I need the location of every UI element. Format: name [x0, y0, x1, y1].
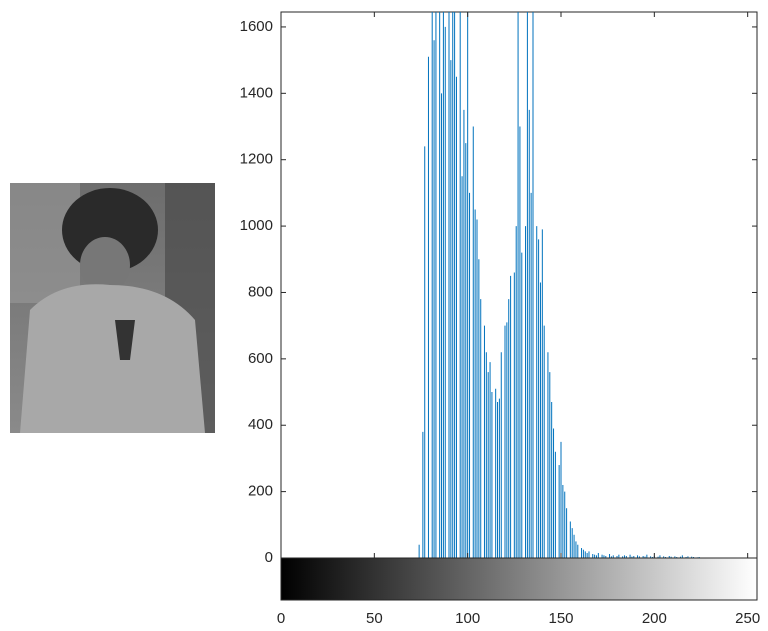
- y-tick-label: 600: [248, 350, 273, 367]
- x-tick-label: 50: [366, 610, 383, 627]
- y-tick-label: 1000: [240, 217, 273, 234]
- colorbar: [280, 557, 758, 601]
- x-tick-label: 250: [735, 610, 760, 627]
- x-tick-label: 150: [548, 610, 573, 627]
- plot-area: [280, 11, 758, 559]
- y-tick-label: 0: [265, 549, 273, 566]
- photo: [10, 183, 215, 433]
- x-tick-label: 200: [642, 610, 667, 627]
- x-tick-label: 100: [455, 610, 480, 627]
- y-tick-label: 200: [248, 483, 273, 500]
- y-tick-label: 1600: [240, 18, 273, 35]
- y-tick-label: 1200: [240, 151, 273, 168]
- y-tick-label: 400: [248, 416, 273, 433]
- y-tick-label: 800: [248, 283, 273, 300]
- y-tick-label: 1400: [240, 84, 273, 101]
- x-tick-label: 0: [277, 610, 285, 627]
